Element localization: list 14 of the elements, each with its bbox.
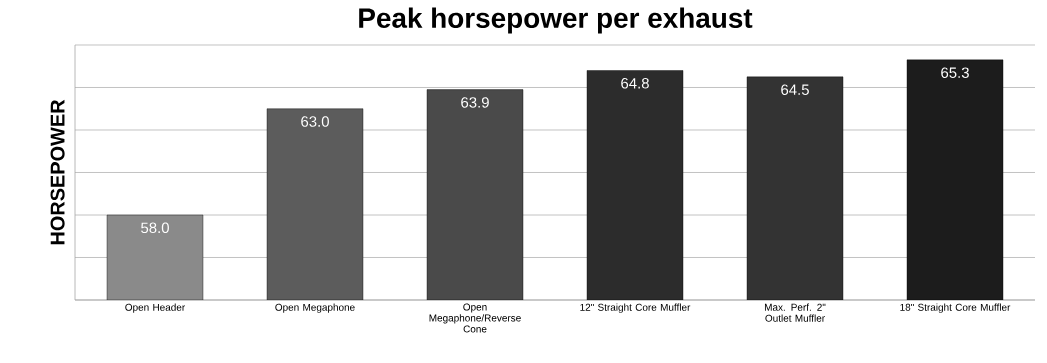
data-label: 58.0	[141, 222, 169, 234]
data-label: 63.9	[461, 97, 489, 108]
x-tick-label: Open Megaphone/Reverse Cone	[429, 303, 521, 333]
x-tick-label: Open Header	[125, 303, 186, 313]
x-tick-label: Max. Perf. 2" Outlet Muffler	[764, 303, 826, 322]
data-label: 65.3	[941, 67, 969, 78]
data-label: 63.0	[301, 116, 329, 127]
chart-title: Peak horsepower per exhaust	[359, 7, 753, 34]
x-tick-label: 12" Straight Core Muffler	[580, 303, 691, 313]
x-tick-label: Open Megaphone	[275, 303, 355, 313]
data-label: 64.8	[621, 78, 649, 89]
y-axis-title: HORSEPOWER	[50, 99, 65, 245]
x-tick-label: 18" Straight Core Muffler	[900, 303, 1011, 313]
data-label: 64.5	[781, 84, 809, 95]
